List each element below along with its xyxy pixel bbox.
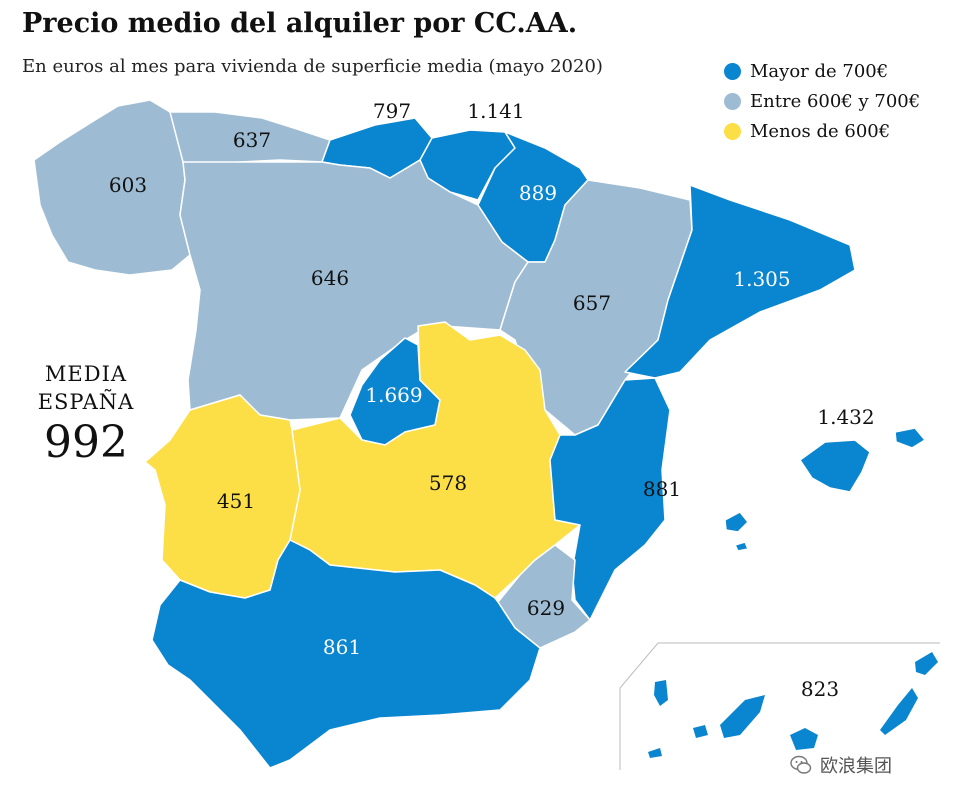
region-cataluna [624,184,856,379]
map-subtitle: En euros al mes para vivienda de superfi… [22,56,603,77]
legend-item-high: Mayor de 700€ [724,56,920,86]
label-navarra: 889 [519,181,557,205]
label-aragon: 657 [573,291,611,315]
canarias-lanzarote [915,652,938,675]
legend-item-low: Menos de 600€ [724,116,920,146]
legend: Mayor de 700€ Entre 600€ y 700€ Menos de… [724,56,920,146]
label-asturias: 637 [233,128,271,152]
watermark: 欧浪集团 [790,752,892,778]
legend-dot-low [724,122,741,140]
wechat-icon [790,755,812,774]
canarias-tenerife [720,695,765,738]
label-canarias: 823 [801,677,839,701]
region-baleares-ibiza [724,511,749,533]
label-castilla-la-mancha: 578 [429,471,467,495]
canarias-la-palma [654,680,668,706]
average-value: 992 [44,417,128,468]
region-baleares-mallorca [799,439,871,493]
legend-label-low: Menos de 600€ [750,120,891,142]
canarias-gran-canaria [790,728,818,750]
label-murcia: 629 [527,596,565,620]
legend-label-high: Mayor de 700€ [750,60,889,82]
region-andalucia [151,539,541,769]
label-galicia: 603 [109,173,147,197]
canarias-fuerteventura [880,688,918,735]
label-extremadura: 451 [217,489,255,513]
label-castilla-leon: 646 [311,266,349,290]
region-baleares-formentera [734,541,749,552]
label-cataluna: 1.305 [733,267,790,291]
map-title: Precio medio del alquiler por CC.AA. [22,8,578,39]
canarias-el-hierro [648,748,662,758]
legend-dot-mid [724,92,741,110]
legend-dot-high [724,62,741,80]
average-label-line1: MEDIA [44,362,128,386]
canarias-la-gomera [693,725,708,738]
canarias-inset-frame [619,642,940,770]
spain-average: MEDIA ESPAÑA 992 [20,360,152,470]
region-baleares-menorca [894,427,926,449]
legend-label-mid: Entre 600€ y 700€ [750,90,921,112]
legend-item-mid: Entre 600€ y 700€ [724,86,920,116]
label-valencia: 881 [643,477,681,501]
label-andalucia: 861 [323,635,361,659]
label-madrid: 1.669 [365,383,422,407]
canarias-islands [648,652,938,758]
label-pais-vasco: 1.141 [467,99,524,123]
watermark-text: 欧浪集团 [820,756,892,777]
label-baleares: 1.432 [817,405,874,429]
label-cantabria: 797 [373,99,411,123]
average-label-line2: ESPAÑA [37,390,135,414]
